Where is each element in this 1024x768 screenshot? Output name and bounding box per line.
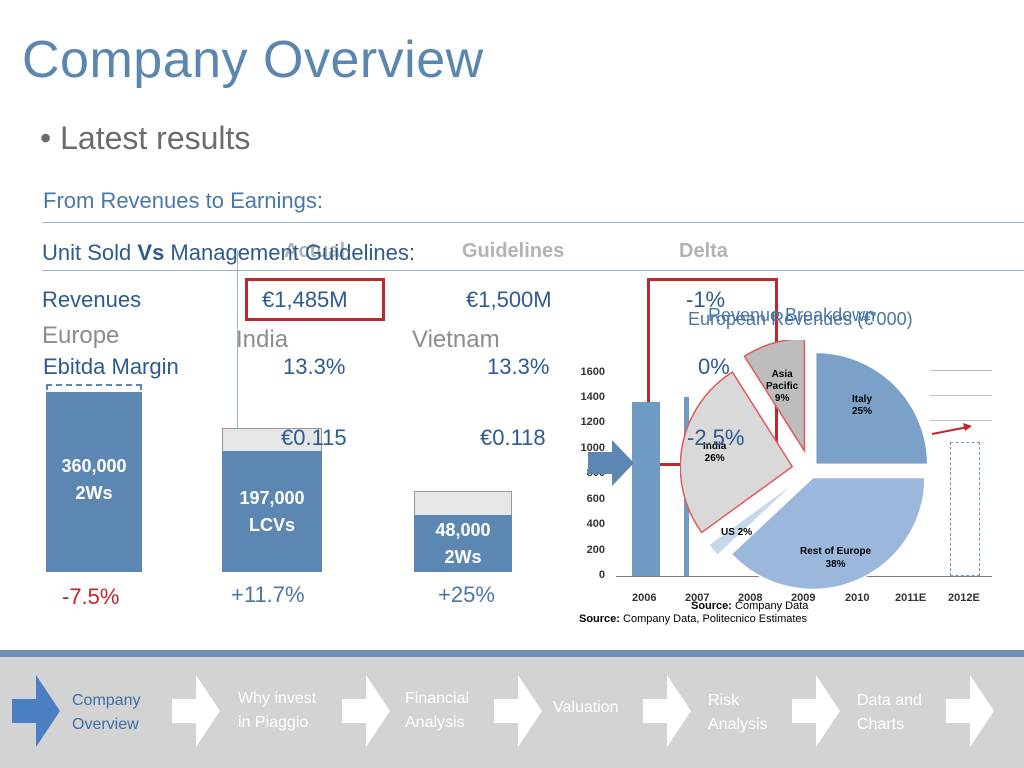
nav-divider (0, 650, 1024, 657)
chevron-right-icon (342, 675, 390, 747)
chevron-right-icon (946, 675, 994, 747)
pie-slice-rest-of-europe (730, 476, 926, 591)
revenue-pie-chart (680, 340, 929, 591)
column-header-delta: Delta (679, 240, 728, 262)
column-header-actual: Actual (284, 240, 346, 262)
row-label-revenues: Revenues (42, 287, 142, 312)
pie-slice-italy (814, 351, 929, 466)
eps-delta: -2.5% (687, 425, 745, 450)
y-tick: 200 (586, 544, 605, 556)
chart-title-revenue-breakdown: Revenue Breakdown (708, 305, 876, 325)
pie-label-italy: Italy 25% (852, 394, 873, 417)
y-tick: 1400 (580, 391, 605, 403)
chevron-right-icon (792, 675, 840, 747)
section-nav: Company Overview Why invest in Piaggio Fin… (0, 657, 1024, 768)
x-tick: 2010 (845, 592, 870, 604)
chevron-right-icon (172, 675, 220, 747)
right-arrow-icon (588, 440, 634, 486)
chevron-right-icon (643, 675, 691, 747)
pie-label-india: India 26% (703, 441, 727, 464)
page-title: Company Overview (22, 31, 484, 89)
eps-guideline: €0.118 (480, 425, 546, 450)
pie-slice-india (680, 371, 794, 534)
europe-change: -7.5% (62, 584, 120, 609)
revenues-actual: €1,485M (262, 287, 348, 312)
y-tick: 600 (586, 493, 605, 505)
nav-valuation[interactable]: Valuation (553, 699, 619, 716)
bar-2012e (950, 442, 980, 576)
column-header-guidelines: Guidelines (462, 240, 565, 262)
x-tick: 2009 (791, 592, 816, 604)
region-india: India (236, 326, 289, 353)
nav-why-invest[interactable]: Why invest in Piaggio (238, 690, 317, 731)
nav-company-overview[interactable]: Company Overview (72, 692, 141, 733)
divider-top (42, 222, 1024, 223)
vietnam-units-label: 48,000 2Ws (435, 520, 491, 567)
source-note-politecnico: Source: Company Data, Politecnico Estima… (579, 613, 808, 625)
x-tick: 2011E (895, 592, 927, 604)
india-bar (222, 451, 322, 572)
gridline (930, 420, 992, 421)
region-vietnam: Vietnam (412, 326, 500, 353)
x-tick: 2008 (738, 592, 763, 604)
y-tick: 1000 (580, 442, 605, 454)
x-tick: 2012E (948, 592, 980, 604)
revenues-delta: -1% (686, 287, 726, 312)
y-tick: 1600 (580, 366, 605, 378)
unit-sold-heading: Unit Sold Vs Management Guidelines: (42, 240, 416, 265)
pie-slice-us (707, 478, 800, 557)
x-tick: 2006 (632, 592, 657, 604)
y-tick: 1200 (580, 416, 605, 428)
vietnam-bar (414, 515, 512, 572)
nav-risk-analysis[interactable]: Risk Analysis (708, 692, 768, 733)
ebitda-actual: 13.3% (283, 354, 346, 379)
ebitda-guideline: 13.3% (487, 354, 550, 379)
pie-label-rest-of-europe: Rest of Europe 38% (800, 546, 872, 570)
europe-bar (46, 392, 142, 572)
ebitda-delta: 0% (698, 354, 730, 379)
india-units-label: 197,000 LCVs (239, 488, 305, 535)
gridline (930, 395, 992, 396)
eps-actual: €0.115 (281, 425, 347, 450)
x-tick: 2007 (685, 592, 710, 604)
pie-slice-asia-pacific (743, 340, 806, 454)
india-change: +11.7% (231, 582, 305, 607)
row-label-ebitda-margin: Ebitda Margin (43, 354, 179, 379)
nav-data-and-charts[interactable]: Data and Charts (857, 692, 922, 733)
highlight-actual-box (245, 278, 385, 321)
pie-label-asia-pacific: Asia Pacific 9% (766, 369, 799, 404)
y-tick: 0 (598, 569, 605, 581)
vietnam-change: +25% (438, 582, 495, 607)
vietnam-bar-growth (414, 491, 512, 516)
bullet-latest-results: • Latest results (40, 120, 251, 156)
pie-label-us: US 2% (721, 527, 753, 538)
source-note-company: Source: Company Data (691, 600, 809, 612)
region-europe: Europe (42, 322, 120, 349)
india-bar-growth (222, 428, 322, 452)
revenues-guideline: €1,500M (466, 287, 552, 312)
nav-financial-analysis[interactable]: Financial Analysis (405, 690, 470, 731)
divider-bottom (42, 270, 1024, 271)
trend-arrow-icon (931, 423, 972, 435)
bar-2006 (632, 402, 660, 576)
y-tick: 400 (586, 518, 605, 530)
from-revenues-heading: From Revenues to Earnings: (43, 188, 324, 213)
chart-title-european-revenues: European Revenues (€'000) (688, 309, 913, 329)
europe-units-label: 360,000 2Ws (61, 456, 127, 503)
active-chevron-icon (12, 675, 60, 747)
divider-vertical (237, 250, 238, 428)
chevron-right-icon (494, 675, 542, 747)
gridline (930, 370, 992, 371)
